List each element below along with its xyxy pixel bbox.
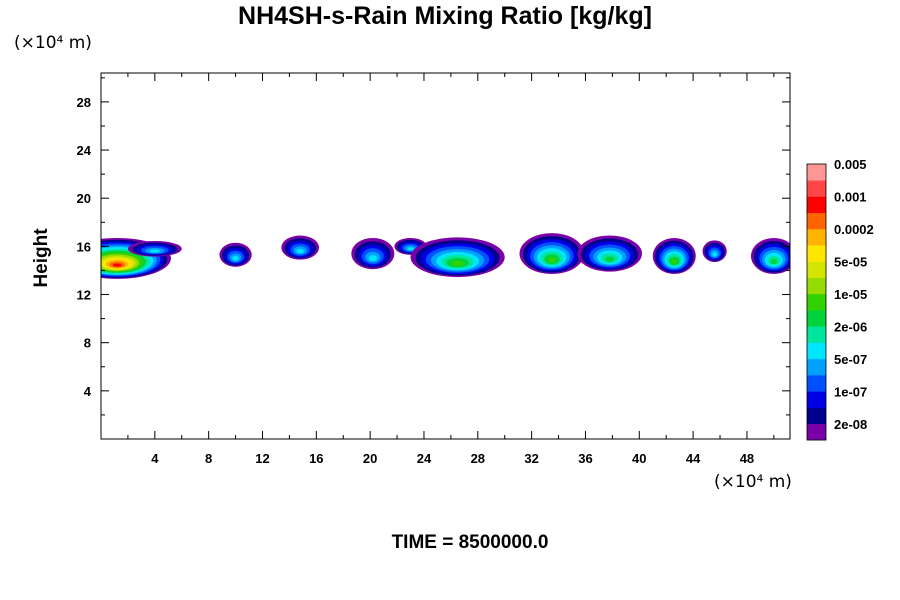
x-tick-label: 12 (255, 451, 269, 466)
y-axis-unit-text: (×10⁴ m) (14, 33, 92, 53)
contour-level (671, 259, 678, 264)
contour-level (232, 255, 239, 261)
rain-cell (351, 237, 395, 270)
contour-level (451, 260, 464, 266)
x-tick-label: 4 (151, 451, 159, 466)
colorbar-label: 0.0002 (834, 222, 874, 237)
contour-level (547, 257, 557, 263)
rain-cell (219, 242, 252, 267)
x-tick-label: 32 (524, 451, 538, 466)
colorbar-swatch (807, 391, 826, 408)
colorbar-swatch (807, 293, 826, 311)
y-tick-label: 20 (77, 191, 91, 206)
y-tick-label: 16 (77, 239, 91, 254)
colorbar-label: 5e-07 (834, 352, 867, 367)
colorbar-label: 1e-05 (834, 287, 867, 302)
colorbar-label: 2e-08 (834, 417, 867, 432)
y-axis: 4 8 12 16 20 24 28 (77, 77, 790, 416)
colorbar-swatch (807, 196, 826, 214)
colorbar-swatch (807, 375, 826, 392)
x-tick-label: 8 (205, 451, 212, 466)
colorbar-swatch (807, 212, 826, 230)
rain-cell (577, 235, 642, 272)
colorbar-swatch (807, 164, 826, 181)
rain-cell (410, 237, 505, 278)
chart-title: NH4SH-s-Rain Mixing Ratio [kg/kg] (238, 2, 652, 30)
x-tick-label: 36 (578, 451, 592, 466)
x-tick-label: 20 (363, 451, 377, 466)
colorbar-swatch (807, 342, 826, 360)
x-axis: 4 8 12 16 20 24 28 32 36 40 44 48 (127, 73, 775, 466)
contour-level (368, 255, 377, 262)
rain-cell (101, 237, 171, 279)
x-tick-label: 40 (632, 451, 646, 466)
rain-cell (281, 235, 320, 260)
colorbar-label: 1e-07 (834, 384, 867, 399)
colorbar-swatch (807, 261, 826, 278)
contour-level (296, 248, 304, 254)
rain-cell (127, 240, 182, 257)
rain-cell (750, 237, 790, 275)
contour-field (101, 233, 790, 279)
colorbar-swatch (807, 310, 826, 327)
x-axis-unit-text: (×10⁴ m) (714, 472, 792, 492)
colorbar-swatch (807, 277, 826, 295)
colorbar-label: 5e-05 (834, 254, 867, 269)
colorbar-swatch (807, 358, 826, 376)
x-tick-label: 28 (471, 451, 485, 466)
x-tick-label: 24 (417, 451, 432, 466)
rain-cell (702, 240, 727, 263)
colorbar-label: 2e-06 (834, 319, 867, 334)
plot-frame (100, 72, 791, 440)
colorbar-label: 0.001 (834, 189, 867, 204)
y-tick-label: 28 (77, 95, 91, 110)
colorbar: 2e-08 1e-07 5e-07 2e-06 1e-05 5e-05 0.0002 0.00… (806, 157, 874, 441)
y-tick-label: 4 (84, 384, 92, 399)
contour-level (407, 247, 414, 251)
contour-level (149, 249, 161, 253)
contour-level (604, 256, 615, 262)
colorbar-swatch (807, 407, 826, 425)
colorbar-swatch (807, 228, 826, 246)
y-tick-label: 24 (77, 143, 92, 158)
x-tick-label: 16 (309, 451, 323, 466)
colorbar-label: 0.005 (834, 157, 867, 172)
y-tick-label: 8 (84, 336, 91, 351)
rain-cell (519, 233, 585, 275)
time-label: TIME = 8500000.0 (391, 532, 549, 553)
x-tick-label: 44 (686, 451, 701, 466)
colorbar-swatch (807, 245, 826, 262)
y-axis-label: Height (31, 228, 52, 288)
y-tick-label: 12 (77, 288, 91, 303)
x-axis-unit: (×10⁴ m) (714, 472, 792, 492)
colorbar-frame (806, 163, 827, 441)
colorbar-swatch (807, 326, 826, 343)
contour-level (112, 263, 122, 267)
contour-level (712, 252, 717, 257)
colorbar-swatch (807, 423, 826, 441)
rain-cell (652, 237, 696, 275)
x-tick-label: 48 (740, 451, 754, 466)
colorbar-swatch (807, 180, 826, 197)
y-axis-unit: (×10⁴ m) (14, 33, 92, 53)
contour-level (770, 258, 778, 265)
